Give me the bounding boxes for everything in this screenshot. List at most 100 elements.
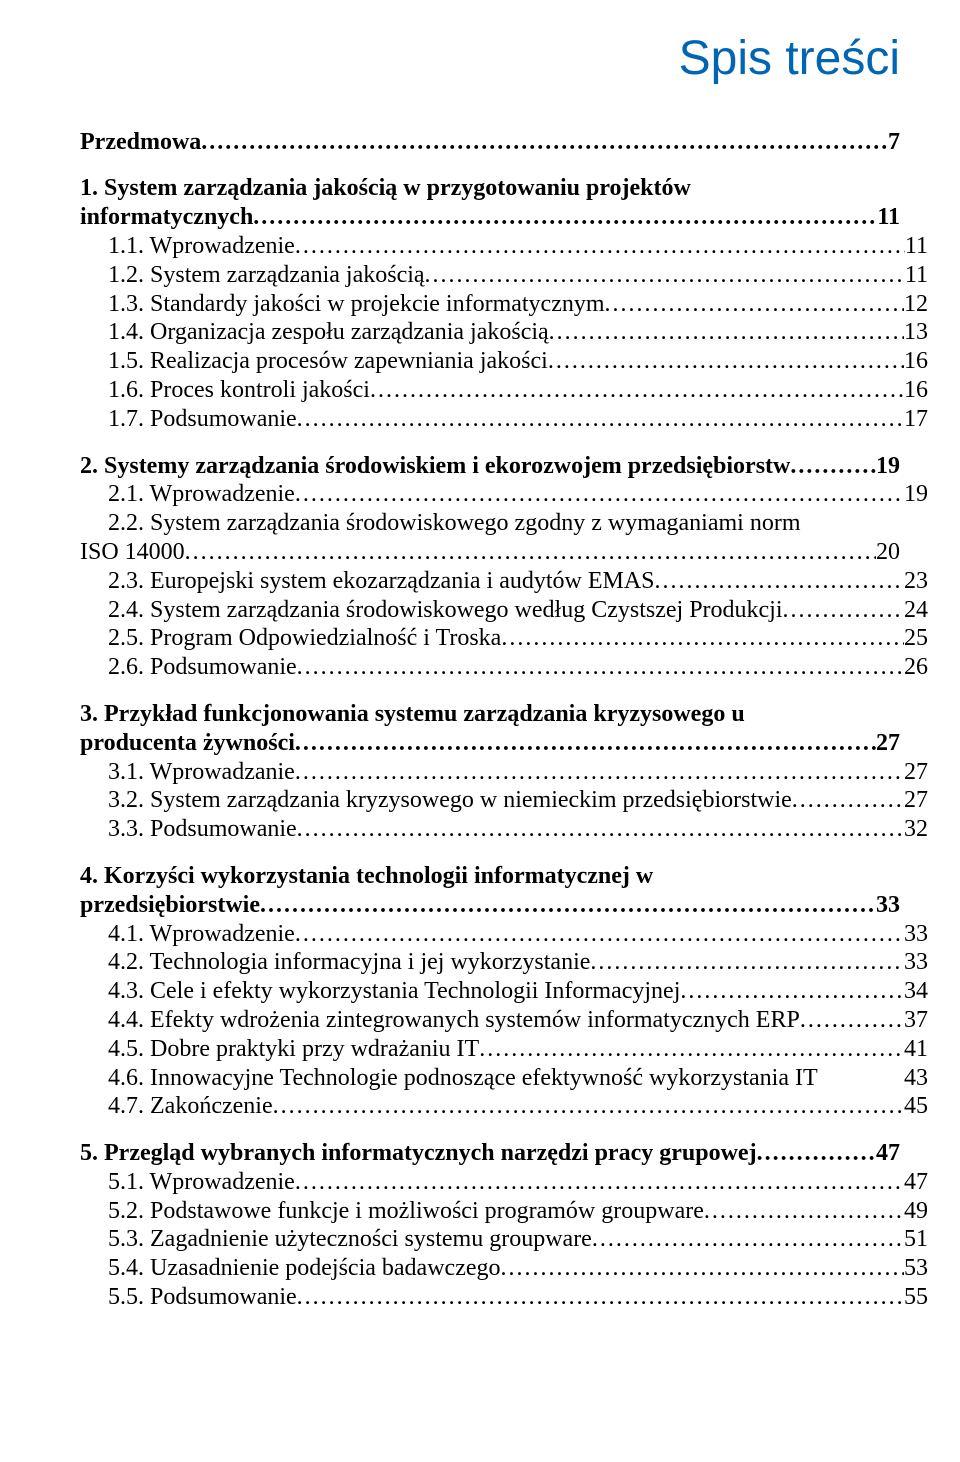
toc-entry-page: 16 — [904, 376, 928, 405]
toc-entry: 1.7. Podsumowanie17 — [80, 405, 928, 434]
toc-entry-page: 7 — [888, 128, 900, 157]
toc-entry-page: 16 — [904, 347, 928, 376]
toc-entry-page: 51 — [904, 1225, 928, 1254]
toc-entry: 5.2. Podstawowe funkcje i możliwości pro… — [80, 1197, 928, 1226]
toc-entry: Przedmowa 7 — [80, 128, 900, 157]
toc-leader-dots — [479, 1035, 904, 1064]
toc-entry-label: 3.1. Wprowadzanie — [108, 758, 295, 787]
page-title: Spis treści — [80, 30, 900, 88]
toc-leader-dots — [501, 624, 904, 653]
toc-leader-dots — [297, 1283, 904, 1312]
toc-entry: 4.4. Efekty wdrożenia zintegrowanych sys… — [80, 1006, 928, 1035]
toc-leader-dots — [295, 232, 905, 261]
toc-entry: 2.3. Europejski system ekozarządzania i … — [80, 567, 928, 596]
toc-entry: 5.4. Uzasadnienie podejścia badawczego53 — [80, 1254, 928, 1283]
toc-entry-label: 3.3. Podsumowanie — [108, 815, 297, 844]
toc-entry-label: 1.6. Proces kontroli jakości — [108, 376, 370, 405]
toc-entry-page: 11 — [905, 232, 928, 261]
toc-entry: 4.6. Innowacyjne Technologie podnoszące … — [80, 1064, 928, 1093]
toc-entry-page: 24 — [904, 596, 928, 625]
toc-entry-page: 27 — [904, 786, 928, 815]
toc-entry-label: 4.5. Dobre praktyki przy wdrażaniu IT — [108, 1035, 479, 1064]
toc-entry-label: 4.1. Wprowadzenie — [108, 920, 295, 949]
toc-entry-page: 26 — [904, 653, 928, 682]
toc-leader-dots — [605, 290, 904, 319]
toc-leader-dots — [295, 1168, 904, 1197]
toc-entry: 5. Przegląd wybranych informatycznych na… — [80, 1139, 900, 1168]
toc-entry-label: przedsiębiorstwie — [80, 891, 260, 920]
toc-entry-page: 20 — [876, 538, 900, 567]
toc-leader-dots — [295, 729, 876, 758]
toc-entry-page: 41 — [904, 1035, 928, 1064]
toc-entry-label: 1.2. System zarządzania jakością — [108, 261, 425, 290]
toc-entry: 2.6. Podsumowanie 26 — [80, 653, 928, 682]
toc-entry-label: 5.2. Podstawowe funkcje i możliwości pro… — [108, 1197, 704, 1226]
toc-entry: 1.4. Organizacja zespołu zarządzania jak… — [80, 318, 928, 347]
toc-entry-page: 27 — [904, 758, 928, 787]
toc-entry-label: 1.3. Standardy jakości w projekcie infor… — [108, 290, 605, 319]
toc-entry-label: 1.7. Podsumowanie — [108, 405, 297, 434]
toc-entry-label: 2.6. Podsumowanie — [108, 653, 297, 682]
toc-entry-label: producenta żywności — [80, 729, 295, 758]
toc-leader-dots — [185, 538, 876, 567]
toc-leader-dots — [792, 786, 904, 815]
toc-entry: 5.5. Podsumowanie55 — [80, 1283, 928, 1312]
toc-entry-label: 4.3. Cele i efekty wykorzystania Technol… — [108, 977, 680, 1006]
toc-leader-dots — [655, 567, 904, 596]
toc-leader-dots — [790, 452, 876, 481]
toc-entry-page: 11 — [877, 203, 900, 232]
toc-entry-label: 5. Przegląd wybranych informatycznych na… — [80, 1139, 757, 1168]
toc-entry: 2.4. System zarządzania środowiskowego w… — [80, 596, 928, 625]
toc-entry-page: 27 — [876, 729, 900, 758]
toc-entry-label: 5.3. Zagadnienie użyteczności systemu gr… — [108, 1225, 592, 1254]
toc-entry-label: Przedmowa — [80, 128, 201, 157]
table-of-contents: Przedmowa71. System zarządzania jakością… — [80, 128, 900, 1312]
toc-leader-dots — [680, 977, 904, 1006]
toc-leader-dots — [590, 948, 904, 977]
toc-leader-dots — [253, 203, 877, 232]
toc-entry-page: 47 — [876, 1139, 900, 1168]
toc-leader-dots — [201, 128, 888, 157]
toc-entry: 1.1. Wprowadzenie 11 — [80, 232, 928, 261]
toc-entry-page: 25 — [904, 624, 928, 653]
toc-entry-page: 47 — [904, 1168, 928, 1197]
toc-entry-page: 33 — [904, 920, 928, 949]
toc-entry: ISO 1400020 — [80, 538, 900, 567]
toc-entry-label: 1.4. Organizacja zespołu zarządzania jak… — [108, 318, 549, 347]
toc-entry-label: 2.4. System zarządzania środowiskowego w… — [108, 596, 783, 625]
toc-entry-label: 1.1. Wprowadzenie — [108, 232, 295, 261]
toc-leader-dots — [704, 1197, 904, 1226]
toc-entry-line1: 2.2. System zarządzania środowiskowego z… — [80, 509, 900, 538]
toc-entry-label: 2.3. Europejski system ekozarządzania i … — [108, 567, 655, 596]
toc-entry-label: 2. Systemy zarządzania środowiskiem i ek… — [80, 452, 790, 481]
toc-entry-label: 5.1. Wprowadzenie — [108, 1168, 295, 1197]
toc-entry: 4.5. Dobre praktyki przy wdrażaniu IT 41 — [80, 1035, 928, 1064]
toc-entry-page: 37 — [904, 1006, 928, 1035]
toc-leader-dots — [800, 1006, 904, 1035]
toc-entry-page: 33 — [904, 948, 928, 977]
toc-leader-dots — [757, 1139, 876, 1168]
toc-leader-dots — [260, 891, 876, 920]
toc-entry: 4.7. Zakończenie45 — [80, 1092, 928, 1121]
toc-entry: 2.5. Program Odpowiedzialność i Troska25 — [80, 624, 928, 653]
toc-entry-page: 43 — [904, 1064, 928, 1093]
toc-entry-label: 4.2. Technologia informacyjna i jej wyko… — [108, 948, 590, 977]
toc-entry-label: 2.1. Wprowadzenie — [108, 480, 295, 509]
toc-entry-page: 23 — [904, 567, 928, 596]
toc-entry-page: 49 — [904, 1197, 928, 1226]
toc-entry: 1.2. System zarządzania jakością11 — [80, 261, 928, 290]
toc-leader-dots — [549, 318, 904, 347]
toc-entry: 2.1. Wprowadzenie19 — [80, 480, 928, 509]
toc-entry: przedsiębiorstwie 33 — [80, 891, 900, 920]
toc-entry-page: 13 — [904, 318, 928, 347]
toc-entry-page: 33 — [876, 891, 900, 920]
toc-entry-page: 34 — [904, 977, 928, 1006]
toc-entry: 3.3. Podsumowanie32 — [80, 815, 928, 844]
toc-entry: 4.2. Technologia informacyjna i jej wyko… — [80, 948, 928, 977]
toc-entry-line1: 3. Przykład funkcjonowania systemu zarzą… — [80, 700, 900, 729]
toc-leader-dots — [592, 1225, 904, 1254]
toc-entry: 1.3. Standardy jakości w projekcie infor… — [80, 290, 928, 319]
toc-leader-dots — [295, 758, 904, 787]
toc-entry: 5.1. Wprowadzenie 47 — [80, 1168, 928, 1197]
toc-leader-dots — [425, 261, 905, 290]
